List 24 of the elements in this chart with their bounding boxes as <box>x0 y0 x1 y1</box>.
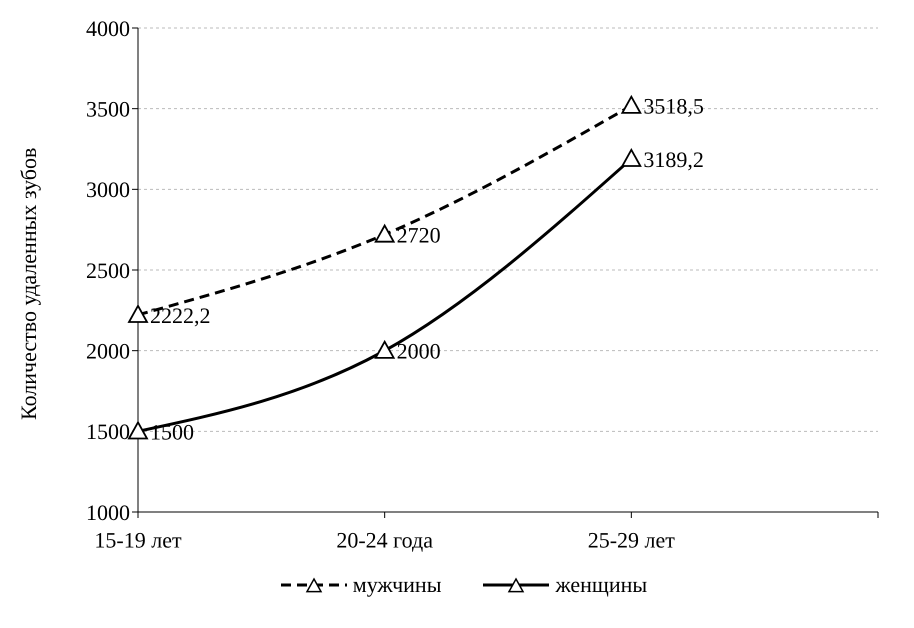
data-label: 3518,5 <box>643 94 704 119</box>
y-axis-title: Количество удаленных зубов <box>16 148 41 420</box>
x-tick-label: 20-24 года <box>336 528 434 553</box>
point <box>621 148 642 167</box>
legend-label: мужчины <box>352 572 442 598</box>
y-tick-label: 4000 <box>86 16 130 41</box>
y-tick-label: 3500 <box>86 96 130 122</box>
y-tick-label: 2500 <box>86 258 130 283</box>
point <box>128 421 148 440</box>
y-tick-label: 1000 <box>86 500 130 525</box>
point <box>128 304 148 323</box>
y-tick-label: 2000 <box>86 338 130 364</box>
point <box>374 340 395 359</box>
y-tick-label: 1500 <box>86 419 130 444</box>
x-tick-label: 15-19 лет <box>94 528 182 553</box>
legend-label: женщины <box>555 572 648 598</box>
y-tick-label: 3000 <box>86 177 130 202</box>
x-tick-label: 25-29 лет <box>588 528 676 553</box>
data-label: 2222,2 <box>150 302 210 328</box>
data-label: 2720 <box>396 222 441 248</box>
point <box>374 224 395 243</box>
data-label: 2000 <box>396 338 441 364</box>
data-label: 3189,2 <box>643 146 704 172</box>
point <box>621 96 642 114</box>
